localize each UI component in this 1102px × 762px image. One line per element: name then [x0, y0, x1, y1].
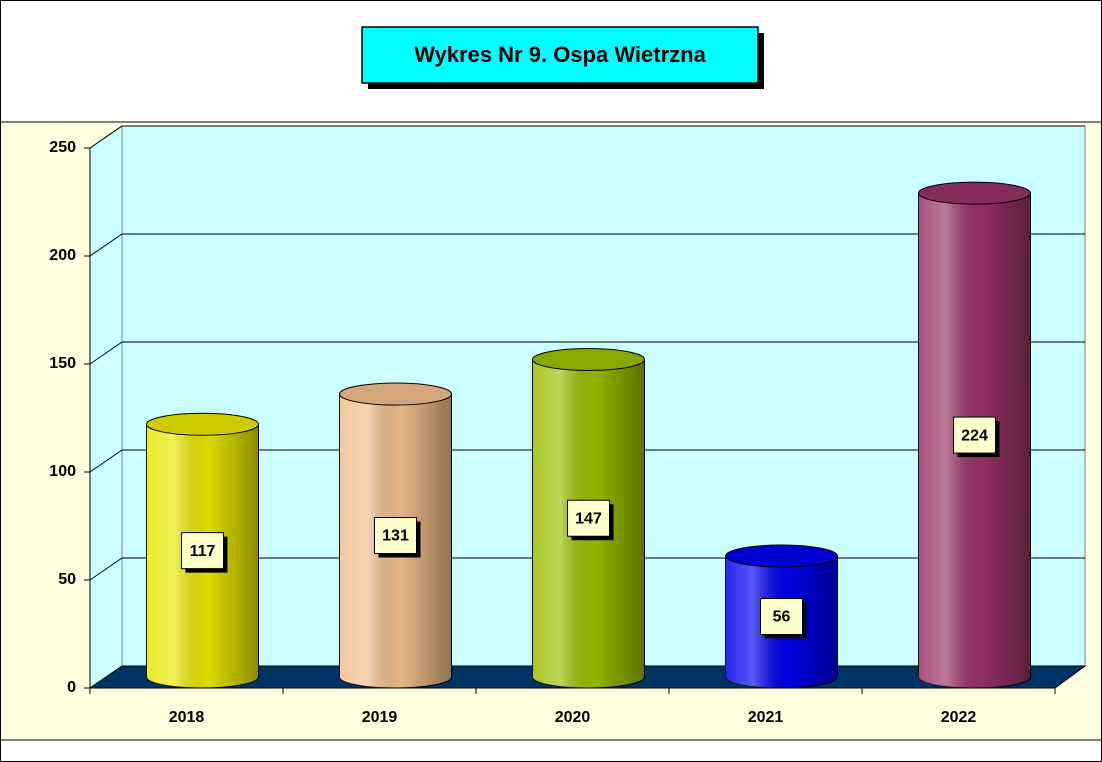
bar-top-shading: [532, 348, 645, 371]
y-tick-label: 200: [49, 247, 76, 264]
value-label-box: [181, 532, 224, 570]
value-label-box: [953, 416, 996, 454]
side-wall: [89, 125, 123, 689]
grid-line: [89, 341, 123, 365]
y-tick-label: 100: [49, 463, 76, 480]
bar-top-shading: [339, 383, 452, 406]
x-tick-label: 2022: [941, 709, 977, 726]
bar-top: [918, 181, 1031, 205]
bar-top-shading: [146, 413, 259, 436]
bar-top: [532, 347, 645, 371]
value-label: 131: [382, 528, 409, 545]
y-tick-label: 50: [58, 571, 76, 588]
chart-title: Wykres Nr 9. Ospa Wietrzna: [414, 42, 706, 67]
x-tick-label: 2021: [748, 709, 784, 726]
value-label-box: [567, 499, 610, 537]
bar-top: [725, 544, 838, 568]
grid-line: [89, 557, 123, 581]
bar-top-shading: [725, 545, 838, 568]
x-tick-label: 2020: [555, 709, 591, 726]
y-tick-label: 0: [67, 679, 76, 696]
bar-top-shading: [918, 182, 1031, 205]
title-box: [361, 26, 759, 84]
grid-line: [89, 125, 123, 149]
bar-top: [146, 412, 259, 436]
value-label: 117: [190, 543, 216, 560]
value-label: 56: [773, 609, 791, 626]
value-label: 147: [575, 510, 602, 527]
x-tick-label: 2019: [362, 709, 398, 726]
value-label: 224: [961, 427, 988, 444]
bar-top: [339, 382, 452, 406]
grid-line: [89, 233, 123, 257]
grid-line: [89, 449, 123, 473]
y-tick-label: 150: [49, 355, 76, 372]
y-tick-label: 250: [49, 139, 76, 156]
value-label-box: [760, 598, 803, 636]
value-label-box: [374, 517, 417, 555]
x-tick-label: 2018: [169, 709, 205, 726]
